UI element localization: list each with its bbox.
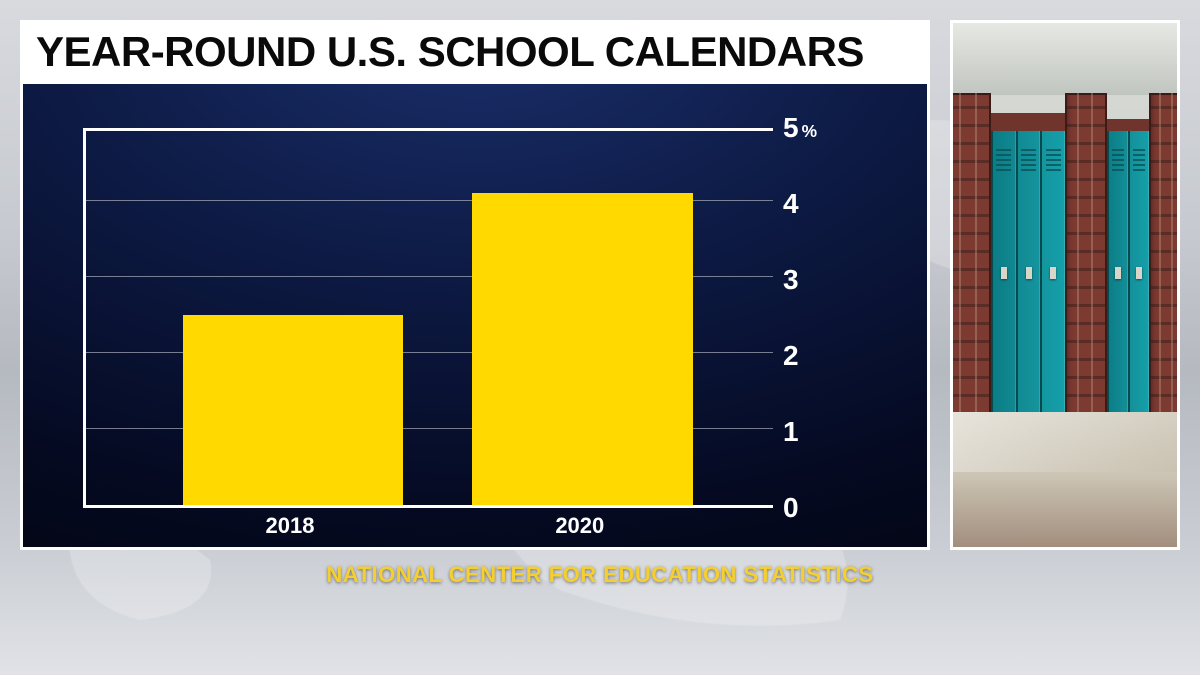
y-axis-labels: 012345%: [783, 128, 853, 508]
brick-pillar: [1065, 93, 1107, 415]
locker: [1128, 131, 1149, 415]
y-tick-label: 3: [783, 264, 799, 296]
side-photo-lockers: [950, 20, 1180, 550]
locker: [1040, 131, 1065, 415]
plot-area: [83, 128, 773, 508]
x-tick-label: 2020: [555, 513, 604, 539]
locker: [1016, 131, 1041, 415]
bars-container: [86, 131, 773, 505]
brick-pillar: [1149, 93, 1180, 415]
y-tick-label: 0: [783, 492, 799, 524]
broadcast-graphic: YEAR-ROUND U.S. SCHOOL CALENDARS 2018202…: [0, 0, 1200, 675]
chart-title: YEAR-ROUND U.S. SCHOOL CALENDARS: [36, 28, 864, 76]
y-tick-label: 5%: [783, 112, 817, 144]
locker: [1107, 131, 1128, 415]
source-credit: NATIONAL CENTER FOR EDUCATION STATISTICS: [0, 562, 1200, 588]
y-tick-label: 2: [783, 340, 799, 372]
y-tick-label: 4: [783, 188, 799, 220]
y-tick-label: 1: [783, 416, 799, 448]
hall-ceiling: [953, 23, 1177, 95]
hall-floor: [953, 412, 1177, 547]
locker: [991, 131, 1016, 415]
x-axis-labels: 2018 2020: [83, 513, 773, 543]
x-tick-label: 2018: [266, 513, 315, 539]
chart-panel: YEAR-ROUND U.S. SCHOOL CALENDARS 2018202…: [20, 20, 930, 550]
bar-2020: [472, 193, 693, 505]
title-bar: YEAR-ROUND U.S. SCHOOL CALENDARS: [20, 20, 930, 84]
bar-2018: [183, 315, 404, 505]
locker-bank: [1107, 131, 1149, 415]
brick-pillar: [950, 93, 991, 415]
locker-bank: [991, 131, 1065, 415]
locker-top-trim: [991, 113, 1065, 131]
